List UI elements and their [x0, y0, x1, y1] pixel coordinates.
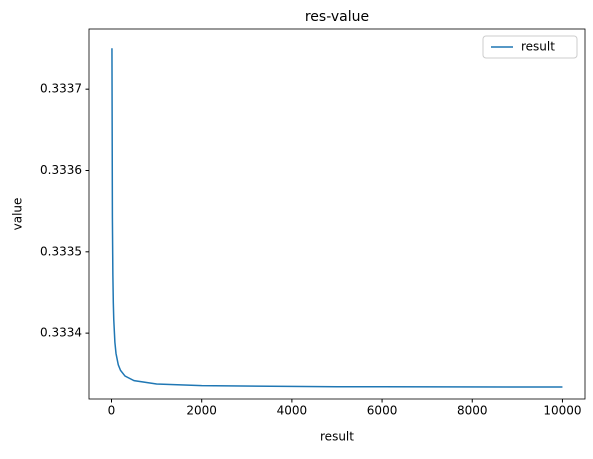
legend-box [482, 35, 578, 59]
y-tick-label: 0.3337 [40, 82, 82, 96]
y-tick-label: 0.3334 [40, 326, 82, 340]
x-tick-label: 2000 [186, 404, 217, 418]
x-tick-label: 0 [108, 404, 116, 418]
y-tick-label: 0.3336 [40, 163, 82, 177]
x-axis-label: result [320, 430, 354, 444]
y-tick-label: 0.3335 [40, 244, 82, 258]
y-axis-label: value [11, 198, 25, 231]
x-tick-label: 6000 [367, 404, 398, 418]
legend-label: result [521, 40, 555, 54]
x-tick-label: 10000 [543, 404, 581, 418]
data-line [111, 48, 563, 388]
x-tick-label: 4000 [277, 404, 308, 418]
plot-frame [88, 28, 586, 400]
x-tick-label: 8000 [457, 404, 488, 418]
chart-title: res-value [305, 9, 369, 25]
